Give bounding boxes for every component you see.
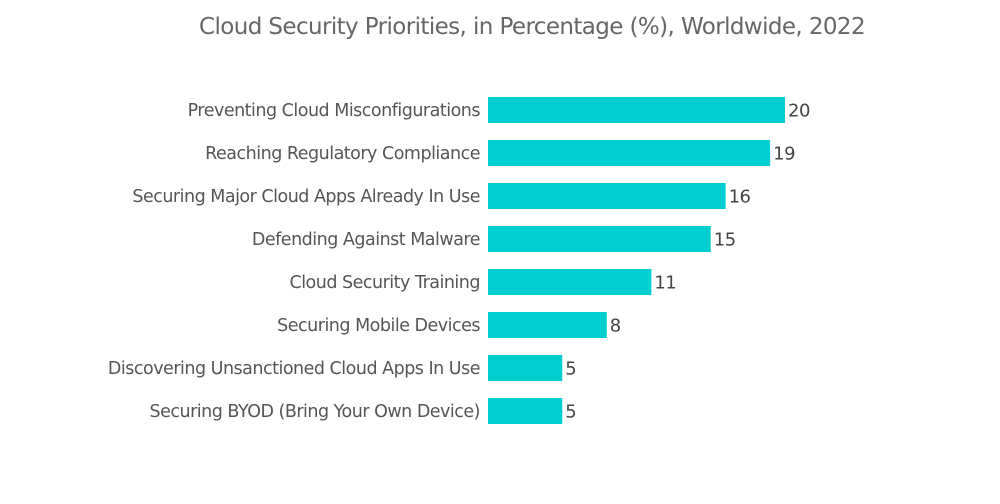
category-labels-group: Preventing Cloud Misconfigurations Reachi… (108, 101, 481, 422)
category-label: Defending Against Malware (252, 230, 480, 250)
category-label: Securing Mobile Devices (277, 316, 480, 336)
bar (488, 97, 785, 123)
bar (488, 226, 711, 252)
value-label: 15 (714, 230, 736, 251)
category-label: Preventing Cloud Misconfigurations (188, 101, 481, 121)
bar (488, 355, 563, 381)
bar (488, 183, 726, 209)
category-label: Discovering Unsanctioned Cloud Apps In U… (108, 359, 480, 379)
bars-group (488, 97, 785, 424)
value-label: 5 (565, 402, 576, 423)
category-label: Securing BYOD (Bring Your Own Device) (150, 402, 481, 422)
bar (488, 140, 771, 166)
value-label: 11 (654, 273, 676, 294)
category-label: Securing Major Cloud Apps Already In Use (132, 187, 480, 207)
value-label: 8 (610, 316, 621, 337)
bar (488, 312, 607, 338)
category-label: Reaching Regulatory Compliance (205, 144, 480, 164)
value-label: 16 (729, 187, 751, 208)
chart-title: Cloud Security Priorities, in Percentage… (199, 14, 866, 40)
value-labels-group: 20 19 16 15 11 8 5 5 (565, 101, 810, 423)
bar (488, 398, 563, 424)
category-label: Cloud Security Training (289, 273, 480, 293)
value-label: 19 (773, 144, 795, 165)
bar (488, 269, 652, 295)
value-label: 20 (788, 101, 810, 122)
value-label: 5 (565, 359, 576, 380)
